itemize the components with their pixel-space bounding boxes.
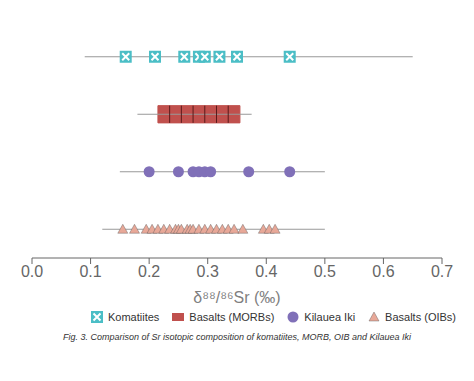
html-text:Basalts (MORBs): Basalts (MORBs): [189, 311, 275, 323]
svg-text:0.5: 0.5: [314, 263, 336, 280]
svg-text:0.3: 0.3: [197, 263, 219, 280]
svg-text:0.6: 0.6: [372, 263, 394, 280]
svg-text:0.4: 0.4: [255, 263, 277, 280]
svg-text:0.7: 0.7: [431, 263, 453, 280]
svg-text:δ⁸⁸/⁸⁶Sr (‰): δ⁸⁸/⁸⁶Sr (‰): [193, 289, 280, 306]
svg-text:0.0: 0.0: [21, 263, 43, 280]
svg-text:0.2: 0.2: [138, 263, 160, 280]
html-text:Kilauea Iki: Kilauea Iki: [304, 311, 356, 323]
html-text:Fig. 3. Comparison of Sr isoto: Fig. 3. Comparison of Sr isotopic compos…: [62, 332, 412, 342]
html-text:Komatiites: Komatiites: [108, 311, 160, 323]
html-text:Basalts (OIBs): Basalts (OIBs): [385, 311, 456, 323]
svg-text:0.1: 0.1: [79, 263, 101, 280]
